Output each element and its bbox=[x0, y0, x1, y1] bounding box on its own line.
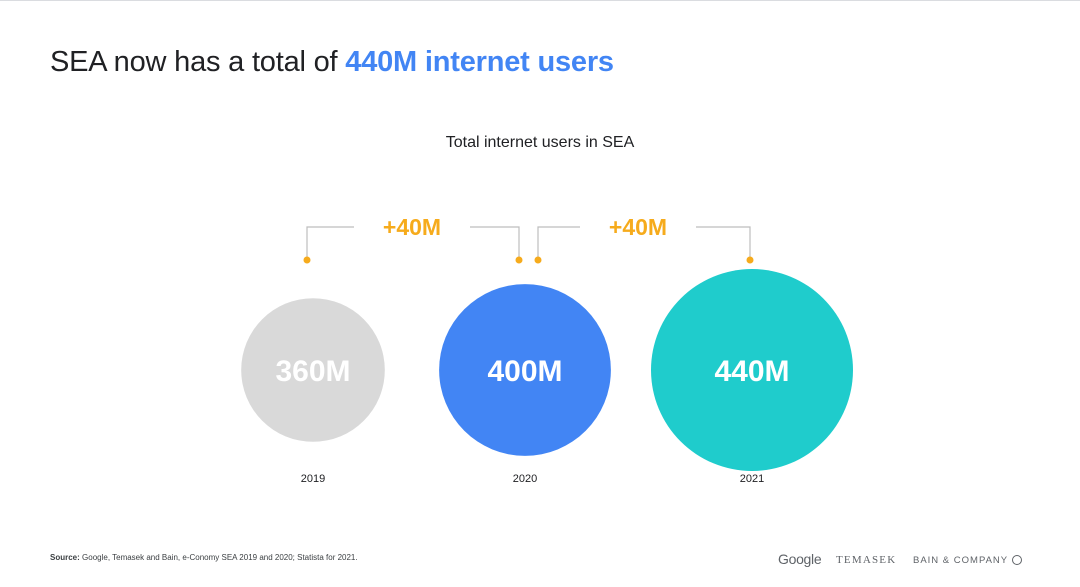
bracket-dot-end-1 bbox=[515, 256, 523, 264]
google-logo: Google bbox=[778, 551, 822, 567]
value-label-2020: 400M bbox=[487, 355, 562, 388]
bracket-dot-start-1 bbox=[303, 256, 311, 264]
bubble-2020 bbox=[439, 284, 611, 456]
bubble-2021 bbox=[651, 269, 853, 471]
year-label-2021: 2021 bbox=[740, 473, 764, 485]
chart-title: Total internet users in SEA bbox=[445, 134, 635, 151]
bracket-dot-end-2 bbox=[746, 256, 754, 264]
growth-label-2: +40M bbox=[609, 214, 667, 240]
bracket-dot-start-2 bbox=[534, 256, 542, 264]
top-divider bbox=[0, 0, 1080, 1]
title-prefix: SEA now has a total of bbox=[50, 46, 338, 78]
year-label-2020: 2020 bbox=[513, 473, 537, 485]
growth-bracket-1 bbox=[306, 226, 520, 260]
growth-bracket-2 bbox=[537, 226, 751, 260]
source-label: Source: bbox=[50, 553, 80, 562]
temasek-logo: TEMASEK bbox=[836, 554, 897, 566]
title-highlight: 440M internet users bbox=[345, 46, 614, 78]
page-title: SEA now has a total of 440M internet use… bbox=[50, 46, 614, 79]
value-label-2021: 440M bbox=[714, 355, 789, 388]
year-label-2019: 2019 bbox=[301, 473, 325, 485]
source-note: Source: Google, Temasek and Bain, e-Cono… bbox=[50, 553, 358, 562]
bubble-2019 bbox=[241, 298, 385, 442]
bain-logo-text: BAIN & COMPANY bbox=[913, 555, 1009, 566]
value-label-2019: 360M bbox=[275, 355, 350, 388]
source-text: Google, Temasek and Bain, e-Conomy SEA 2… bbox=[79, 553, 358, 562]
bain-logo: BAIN & COMPANY bbox=[913, 555, 1023, 566]
bain-mark-icon bbox=[1012, 555, 1023, 565]
growth-label-1: +40M bbox=[383, 214, 441, 240]
